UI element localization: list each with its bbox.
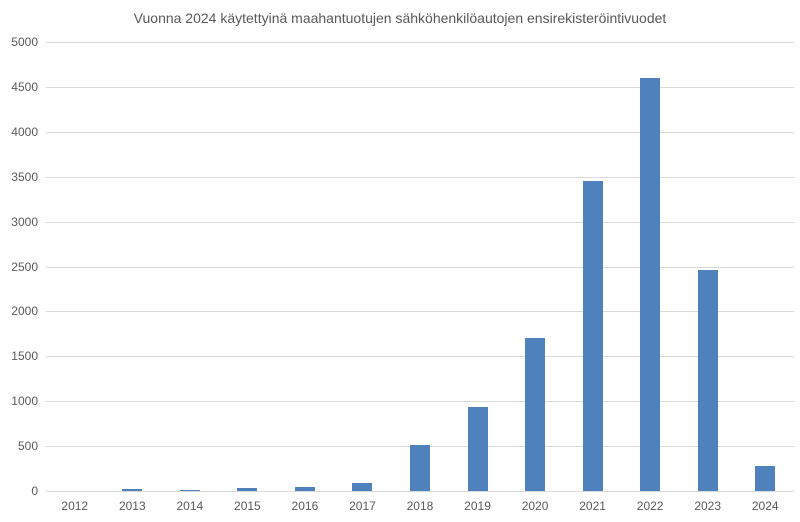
x-tick-label: 2013	[118, 499, 146, 513]
x-tick-label: 2012	[61, 499, 89, 513]
y-tick-label: 1500	[11, 349, 38, 364]
y-tick-label: 3000	[11, 214, 38, 229]
gridline	[46, 401, 794, 403]
bar-2023	[697, 270, 718, 491]
gridline	[46, 491, 794, 492]
x-tick-label: 2020	[521, 499, 549, 513]
y-tick-label: 4500	[11, 79, 38, 94]
bar-2014	[179, 490, 200, 491]
bar-2019	[467, 407, 488, 491]
gridline	[46, 131, 794, 133]
x-tick-label: 2016	[291, 499, 319, 513]
y-tick-label: 2500	[11, 259, 38, 274]
plot-area	[46, 42, 794, 492]
x-tick-label: 2014	[176, 499, 204, 513]
y-tick-label: 1000	[11, 394, 38, 409]
y-tick-label: 5000	[11, 35, 38, 49]
y-tick-label: 500	[17, 439, 38, 454]
bar-2017	[352, 483, 373, 491]
gridline	[46, 42, 794, 43]
y-tick-label: 2000	[11, 304, 38, 319]
gridline	[46, 176, 794, 178]
bar-2013	[122, 489, 143, 491]
bar-2022	[640, 78, 661, 491]
y-tick-label: 0	[31, 484, 38, 498]
gridline	[46, 221, 794, 223]
y-tick-label: 4000	[11, 124, 38, 139]
chart-title: Vuonna 2024 käytettyinä maahantuotujen s…	[133, 10, 667, 26]
bar-2020	[525, 338, 546, 491]
x-tick-label: 2018	[406, 499, 434, 513]
bar-2024	[755, 466, 776, 491]
bar-2021	[582, 181, 603, 491]
gridline	[46, 266, 794, 268]
x-tick-label: 2021	[579, 499, 606, 513]
gridline	[46, 356, 794, 358]
x-tick-label: 2019	[464, 499, 491, 513]
x-tick-label: 2024	[751, 499, 779, 513]
bar-2016	[294, 487, 315, 491]
bar-2018	[410, 445, 430, 491]
x-tick-label: 2023	[694, 499, 722, 513]
x-tick-label: 2022	[636, 499, 664, 513]
x-tick-label: 2017	[349, 499, 376, 513]
gridline	[46, 86, 794, 88]
bar-2015	[237, 488, 258, 491]
y-tick-label: 3500	[11, 169, 38, 184]
gridline	[46, 311, 794, 313]
x-tick-label: 2015	[234, 499, 261, 513]
